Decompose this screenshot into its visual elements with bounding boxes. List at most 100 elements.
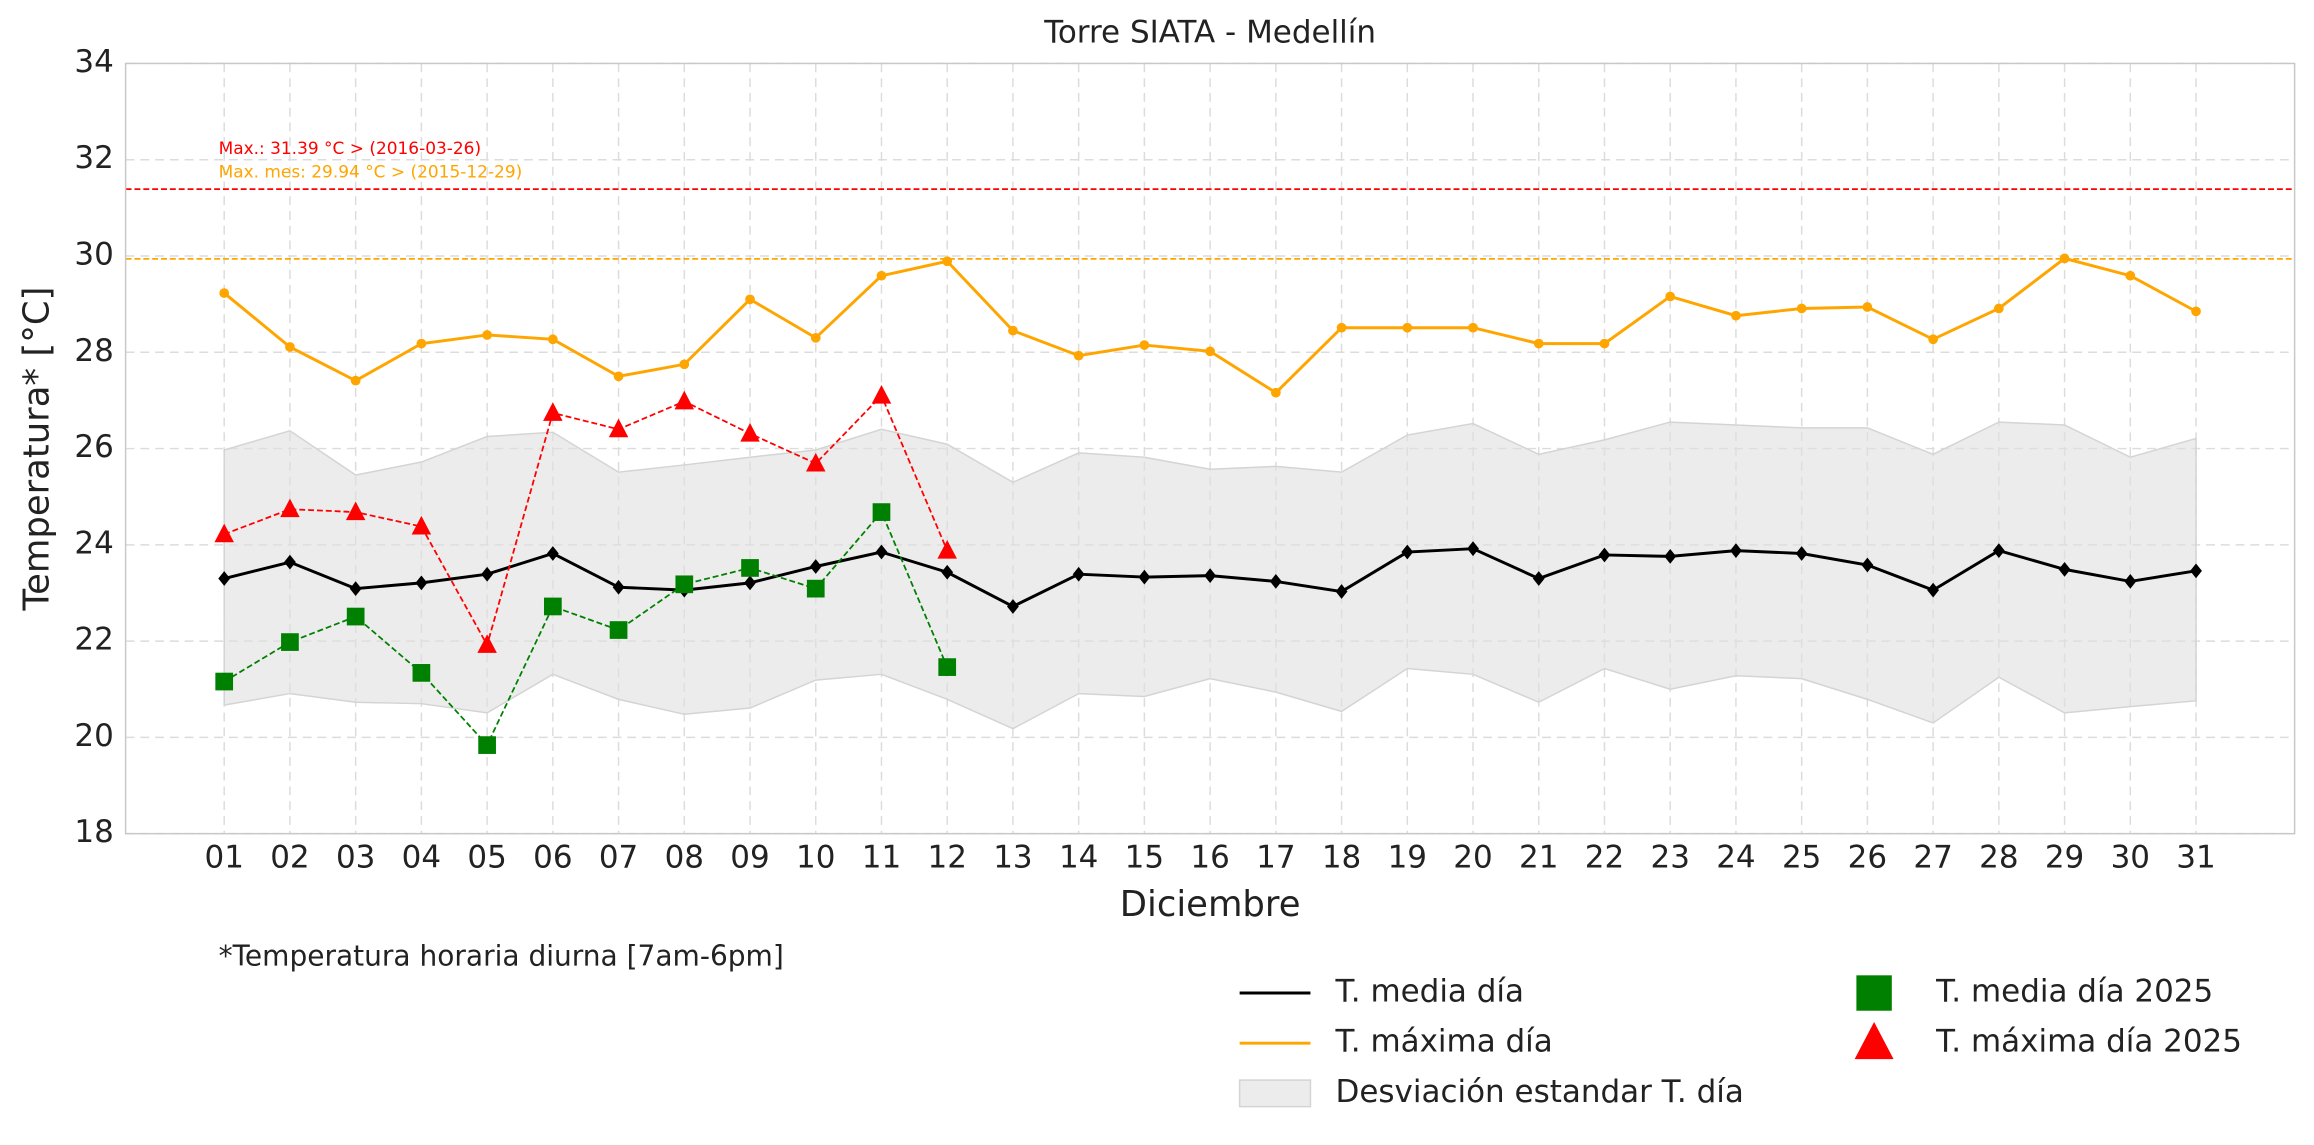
data-point [871,384,892,404]
x-tick-label: 18 [1322,839,1361,875]
reference-label: Max. mes: 29.94 °C > (2015-12-29) [219,162,523,182]
data-point [215,672,234,691]
x-tick-label: 01 [204,839,243,875]
data-point [280,498,300,518]
data-point [2190,563,2202,579]
data-point [745,294,755,305]
footnote: *Temperatura horaria diurna [7am-6pm] [219,940,784,973]
data-point [416,338,427,349]
data-point [937,539,957,559]
data-point [1927,582,1940,598]
x-tick-label: 14 [1059,839,1098,875]
y-tick-label: 18 [74,814,113,850]
x-tick-label: 23 [1651,839,1690,875]
data-point [612,579,625,595]
data-point [411,515,432,535]
data-point [285,342,295,352]
plot-frame [124,62,2296,835]
x-tick-label: 27 [1913,839,1952,875]
data-point [412,664,431,682]
data-point [2125,270,2136,281]
data-point [1401,544,1414,560]
data-point [941,564,954,580]
x-axis-label: Diciembre [1120,884,1301,925]
x-tick-label: 17 [1256,839,1295,875]
y-tick-label: 26 [74,429,113,465]
data-point [281,633,299,651]
data-point [679,359,690,370]
data-point [1008,325,1018,336]
legend-label: T. media día [1335,974,1524,1010]
data-point [741,559,759,577]
x-tick-label: 09 [730,839,769,875]
data-point [2191,306,2201,317]
data-point [345,501,366,521]
legend-label: T. máxima día 2025 [1935,1024,2242,1060]
data-point [744,575,756,591]
data-point [806,452,826,472]
data-point [1598,547,1611,563]
data-point [1073,350,1084,361]
data-point [1270,387,1281,398]
data-point [219,288,230,298]
data-point [346,607,365,626]
data-point [1731,310,1741,321]
reference-label: Max.: 31.39 °C > (2016-03-26) [219,138,482,158]
data-point [478,736,496,754]
y-tick-label: 32 [74,140,113,176]
data-point [1928,334,1938,345]
data-point [214,523,234,543]
data-point [1205,346,1215,357]
data-point [1336,322,1347,333]
data-point [1599,338,1610,349]
data-point [613,371,624,382]
data-point [477,634,497,653]
y-tick-label: 24 [74,525,113,561]
y-tick-label: 22 [74,622,113,658]
data-point [608,418,629,438]
data-point [810,332,821,343]
x-tick-label: 08 [665,839,704,875]
legend-label: T. máxima día [1335,1024,1553,1060]
data-point [1072,566,1085,582]
data-point [806,579,825,598]
x-tick-label: 03 [336,839,375,875]
x-tick-label: 21 [1519,839,1558,875]
data-point [876,270,887,281]
data-point [674,390,695,410]
y-tick-label: 34 [74,44,113,80]
x-tick-label: 26 [1848,839,1887,875]
y-tick-label: 28 [74,333,113,369]
data-point [482,330,492,340]
x-tick-label: 22 [1585,839,1624,875]
x-tick-label: 25 [1782,839,1821,875]
data-point [2059,253,2070,264]
y-tick-label: 30 [74,237,113,273]
data-point [1138,569,1151,585]
legend-label: T. media día 2025 [1935,974,2213,1010]
data-point [872,503,891,521]
y-axis-label: Temperatura* [°C] [17,287,58,612]
x-tick-label: 07 [599,839,638,875]
x-tick-label: 19 [1388,839,1427,875]
data-point [875,544,888,560]
legend-label: Desviación estandar T. día [1336,1074,1744,1110]
x-tick-label: 13 [993,839,1032,875]
data-point [1402,322,1413,333]
x-tick-label: 24 [1716,839,1755,875]
x-tick-label: 04 [402,839,441,875]
data-point [481,566,494,582]
data-point [543,402,563,421]
x-tick-label: 05 [467,839,506,875]
data-point [2124,574,2137,589]
data-point [1993,303,2004,314]
chart-title: Torre SIATA - Medellín [1043,14,1376,50]
series-line [223,394,949,648]
x-tick-label: 06 [533,839,572,875]
data-point [1468,322,1478,333]
data-point [1861,557,1874,573]
x-tick-label: 31 [2176,839,2215,875]
x-tick-label: 02 [270,839,309,875]
series-line [223,510,949,747]
data-point [1269,574,1282,589]
